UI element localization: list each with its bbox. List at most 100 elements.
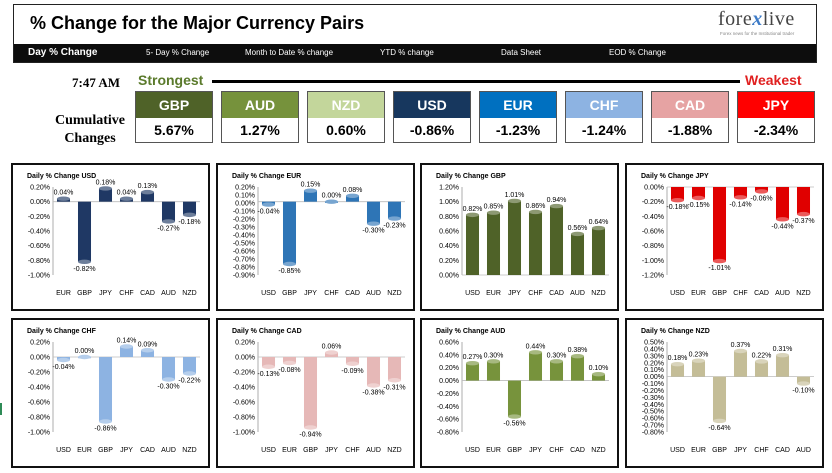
- chart-bar: [570, 233, 585, 275]
- y-tick-label: 1.00%: [439, 199, 459, 206]
- data-label: -0.38%: [362, 390, 384, 397]
- x-tick-label: CAD: [775, 447, 790, 454]
- chart-bar-cap: [345, 361, 360, 366]
- y-tick-label: -0.40%: [233, 385, 255, 392]
- nav-mtd-change[interactable]: Month to Date % change: [245, 48, 334, 57]
- chart-bar-cap: [261, 364, 276, 369]
- data-label: 0.85%: [484, 204, 504, 211]
- currency-name: JPY: [738, 92, 814, 118]
- logo-tagline: Forex news for the Institutional trader: [720, 31, 795, 36]
- chart-bar: [387, 357, 402, 381]
- y-tick-label: -0.30%: [642, 395, 664, 402]
- x-tick-label: AUD: [161, 447, 176, 454]
- forexlive-logo[interactable]: forexlive Forex news for the Institution…: [718, 8, 795, 36]
- currency-box-chf: CHF -1.24%: [565, 91, 643, 143]
- data-label: 0.15%: [301, 182, 321, 189]
- data-label: 0.13%: [138, 183, 158, 190]
- chart-title: Daily % Change CAD: [232, 328, 302, 335]
- x-tick-label: NZD: [387, 290, 401, 297]
- data-label: 0.82%: [463, 206, 483, 213]
- chart-svg: 1.20% 1.00% 0.80% 0.60% 0.40% 0.20% 0.00% 0.82%…: [439, 185, 609, 297]
- nav-day-change[interactable]: Day % Change: [28, 47, 98, 58]
- data-label: 1.01%: [505, 192, 525, 199]
- chart-bar-cap: [387, 378, 402, 383]
- chart-svg: 0.60% 0.40% 0.20% 0.00% -0.20% -0.40% -0.60% -0…: [437, 340, 609, 454]
- chart-bar-cap: [796, 211, 811, 217]
- data-label: 0.14%: [117, 338, 137, 345]
- y-tick-label: 0.00%: [644, 185, 664, 192]
- data-label: -0.31%: [383, 384, 405, 391]
- chart-svg: 0.20% 0.00% -0.20% -0.40% -0.60% -0.80% -1.00%…: [28, 179, 201, 297]
- y-tick-label: 0.80%: [439, 214, 459, 221]
- x-tick-label: USD: [670, 447, 685, 454]
- x-tick-label: USD: [261, 290, 276, 297]
- x-tick-label: NZD: [591, 447, 605, 454]
- chart-bar-cap: [140, 348, 155, 353]
- currency-name: GBP: [136, 92, 212, 118]
- currency-value: 1.27%: [222, 118, 298, 142]
- chart-bar: [775, 187, 790, 220]
- chart-bar: [98, 357, 113, 422]
- y-tick-label: -0.10%: [233, 209, 255, 216]
- data-label: 0.00%: [322, 193, 342, 200]
- y-tick-label: 0.50%: [644, 340, 664, 347]
- chart-bar-cap: [366, 221, 381, 226]
- chart-bar-cap: [528, 350, 543, 355]
- data-label: -0.64%: [708, 425, 730, 432]
- y-tick-label: -0.80%: [28, 258, 50, 265]
- chart-bar: [691, 187, 706, 198]
- x-tick-label: GBP: [507, 447, 522, 454]
- y-tick-label: -0.80%: [642, 243, 664, 250]
- chart-bar: [796, 187, 811, 215]
- nav-5day-change[interactable]: 5- Day % Change: [146, 48, 210, 57]
- chart-bar-cap: [775, 217, 790, 222]
- y-tick-label: 0.00%: [439, 378, 459, 385]
- chart-bar-cap: [507, 198, 522, 204]
- y-tick-label: -0.60%: [642, 229, 664, 236]
- y-tick-label: -0.20%: [233, 370, 255, 377]
- y-tick-label: 0.00%: [644, 374, 664, 381]
- y-tick-label: -0.20%: [642, 388, 664, 395]
- data-label: -0.82%: [73, 266, 95, 273]
- chart-panel: Daily % Change AUD 0.60% 0.40% 0.20% 0.00% -0…: [420, 318, 619, 468]
- chart-bar: [345, 357, 360, 364]
- nav-eod-change[interactable]: EOD % Change: [609, 48, 666, 57]
- chart-bar: [119, 346, 134, 357]
- currency-box-cad: CAD -1.88%: [651, 91, 729, 143]
- nav-ytd-change[interactable]: YTD % change: [380, 48, 434, 57]
- x-tick-label: CHF: [754, 447, 768, 454]
- y-tick-label: -0.70%: [642, 423, 664, 430]
- chart-bar: [486, 361, 501, 381]
- chart-bar-cap: [465, 361, 480, 366]
- y-tick-label: -0.40%: [642, 214, 664, 221]
- data-label: 0.23%: [689, 352, 709, 359]
- y-tick-label: -1.00%: [28, 430, 50, 437]
- currency-name: CAD: [652, 92, 728, 118]
- chart-bar: [712, 376, 727, 421]
- data-label: -0.56%: [503, 421, 525, 428]
- chart-bar-cap: [261, 202, 276, 207]
- x-tick-label: NZD: [387, 447, 401, 454]
- y-tick-label: 0.40%: [644, 346, 664, 353]
- chart-bar-cap: [282, 261, 297, 267]
- chart-panel: Daily % Change GBP 1.20% 1.00% 0.80% 0.60% 0.…: [420, 163, 619, 311]
- chart-bar-cap: [528, 209, 543, 215]
- currency-value: 0.60%: [308, 118, 384, 142]
- y-tick-label: 0.00%: [30, 199, 50, 206]
- chart-bar-cap: [549, 203, 564, 209]
- chart-bar: [324, 352, 339, 357]
- x-tick-label: GBP: [712, 447, 727, 454]
- x-tick-label: EUR: [282, 447, 297, 454]
- weakest-label: Weakest: [745, 72, 802, 88]
- y-tick-label: 0.00%: [235, 355, 255, 362]
- y-tick-label: -0.60%: [28, 243, 50, 250]
- y-tick-label: 0.40%: [439, 243, 459, 250]
- header-bar: % Change for the Major Currency Pairs fo…: [13, 4, 817, 63]
- data-label: -0.15%: [687, 202, 709, 209]
- chart-bar: [98, 188, 113, 202]
- chart-bar-cap: [754, 359, 769, 364]
- nav-data-sheet[interactable]: Data Sheet: [501, 48, 542, 57]
- nav-bar: Day % Change 5- Day % Change Month to Da…: [14, 44, 816, 62]
- chart-bar: [796, 376, 811, 384]
- x-tick-label: CAD: [140, 447, 155, 454]
